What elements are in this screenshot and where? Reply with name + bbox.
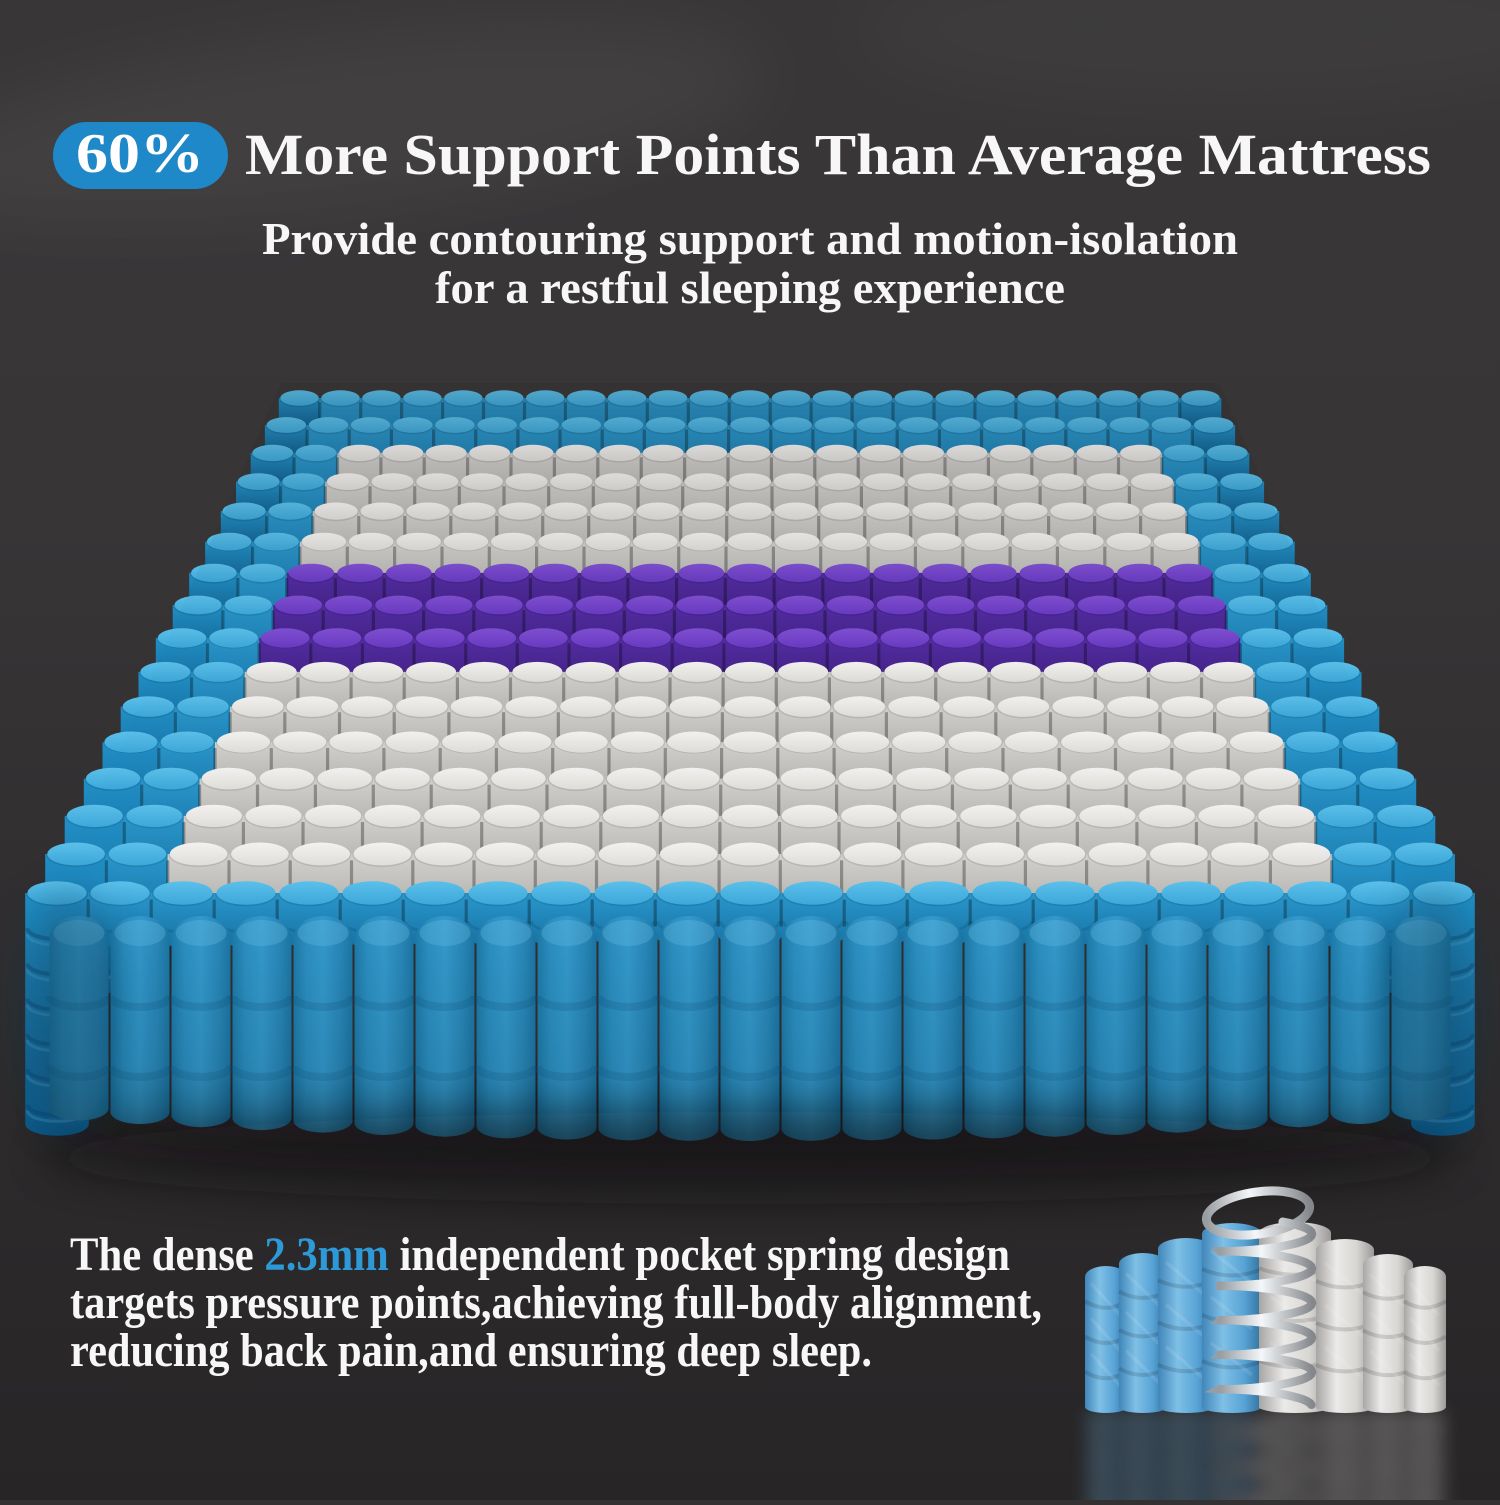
- svg-text:Provide contouring support and: Provide contouring support and motion-is…: [262, 214, 1238, 264]
- svg-text:targets pressure points,achiev: targets pressure points,achieving full-b…: [70, 1276, 1042, 1329]
- svg-text:60%: 60%: [76, 123, 204, 185]
- svg-text:reducing back pain,and ensurin: reducing back pain,and ensuring deep sle…: [70, 1324, 872, 1377]
- svg-text:More Support Points Than Avera: More Support Points Than Average Mattres…: [245, 122, 1431, 187]
- svg-text:for a restful sleeping experie: for a restful sleeping experience: [435, 263, 1065, 313]
- svg-text:The dense 2.3mm independent po: The dense 2.3mm independent pocket sprin…: [70, 1228, 1010, 1281]
